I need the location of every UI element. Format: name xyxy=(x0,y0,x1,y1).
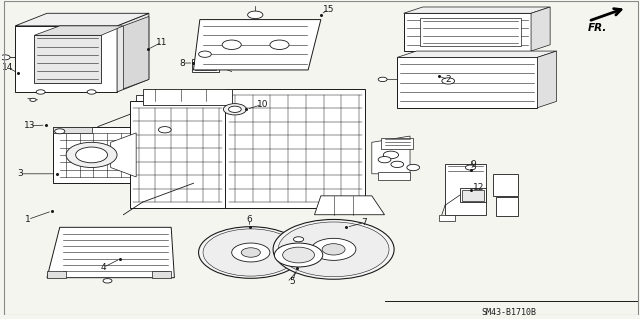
Text: 7: 7 xyxy=(362,218,367,227)
Polygon shape xyxy=(378,172,410,180)
Circle shape xyxy=(248,11,263,19)
Text: 5: 5 xyxy=(289,277,295,286)
Polygon shape xyxy=(531,7,550,51)
Circle shape xyxy=(159,127,171,133)
Polygon shape xyxy=(420,18,522,46)
Polygon shape xyxy=(462,189,484,201)
Polygon shape xyxy=(47,271,66,278)
Text: 13: 13 xyxy=(24,122,36,130)
Text: 1: 1 xyxy=(25,215,31,224)
Polygon shape xyxy=(53,127,92,133)
Polygon shape xyxy=(35,26,124,35)
Circle shape xyxy=(103,278,112,283)
Polygon shape xyxy=(285,249,314,253)
Text: 11: 11 xyxy=(156,38,168,47)
Text: 3: 3 xyxy=(17,169,23,178)
Polygon shape xyxy=(15,26,117,92)
Polygon shape xyxy=(460,188,486,202)
Polygon shape xyxy=(193,19,321,70)
Text: 2: 2 xyxy=(445,75,451,84)
Polygon shape xyxy=(397,51,557,57)
Circle shape xyxy=(275,243,323,267)
Circle shape xyxy=(198,227,303,278)
Polygon shape xyxy=(372,136,410,174)
Polygon shape xyxy=(35,35,101,83)
Polygon shape xyxy=(496,197,518,216)
Circle shape xyxy=(322,244,345,255)
Polygon shape xyxy=(130,101,225,208)
Polygon shape xyxy=(397,57,538,108)
Circle shape xyxy=(391,161,404,167)
Circle shape xyxy=(378,157,391,163)
Text: 6: 6 xyxy=(246,215,252,224)
Text: 14: 14 xyxy=(2,63,13,72)
Text: FR.: FR. xyxy=(588,23,607,33)
Circle shape xyxy=(407,164,420,171)
Circle shape xyxy=(198,51,211,57)
Circle shape xyxy=(378,77,387,82)
Circle shape xyxy=(222,40,241,49)
Circle shape xyxy=(203,229,299,276)
Circle shape xyxy=(383,151,399,159)
Circle shape xyxy=(311,238,356,260)
Polygon shape xyxy=(438,215,454,221)
Text: 8: 8 xyxy=(179,58,185,68)
Circle shape xyxy=(0,55,10,60)
Polygon shape xyxy=(15,13,149,26)
Circle shape xyxy=(465,165,476,170)
Polygon shape xyxy=(47,227,174,278)
Circle shape xyxy=(228,106,241,112)
Text: 12: 12 xyxy=(473,183,484,192)
Polygon shape xyxy=(538,51,557,108)
Circle shape xyxy=(270,40,289,49)
Polygon shape xyxy=(381,137,413,149)
Circle shape xyxy=(241,248,260,257)
Text: 9: 9 xyxy=(471,160,477,169)
Polygon shape xyxy=(404,13,531,51)
Polygon shape xyxy=(195,61,216,70)
Text: SM43-B1710B: SM43-B1710B xyxy=(481,308,536,316)
Text: 10: 10 xyxy=(257,100,268,109)
Circle shape xyxy=(442,78,454,84)
Circle shape xyxy=(283,247,314,263)
Circle shape xyxy=(278,222,389,277)
Polygon shape xyxy=(192,59,219,71)
Circle shape xyxy=(87,90,96,94)
Polygon shape xyxy=(445,164,486,215)
Circle shape xyxy=(36,90,45,94)
Circle shape xyxy=(54,129,65,134)
Polygon shape xyxy=(152,271,171,278)
Polygon shape xyxy=(143,89,232,105)
Polygon shape xyxy=(493,174,518,196)
Polygon shape xyxy=(124,17,149,89)
Polygon shape xyxy=(111,133,136,177)
Circle shape xyxy=(66,142,117,167)
Polygon shape xyxy=(136,95,193,120)
Text: 15: 15 xyxy=(323,5,334,14)
Circle shape xyxy=(232,243,270,262)
Circle shape xyxy=(294,237,303,242)
Polygon shape xyxy=(117,13,149,92)
Polygon shape xyxy=(314,196,385,215)
Text: 4: 4 xyxy=(100,263,106,272)
Circle shape xyxy=(76,147,108,163)
Polygon shape xyxy=(404,7,550,13)
Circle shape xyxy=(273,219,394,279)
Circle shape xyxy=(223,104,246,115)
Polygon shape xyxy=(53,127,174,183)
Polygon shape xyxy=(225,89,365,208)
Circle shape xyxy=(30,98,36,101)
